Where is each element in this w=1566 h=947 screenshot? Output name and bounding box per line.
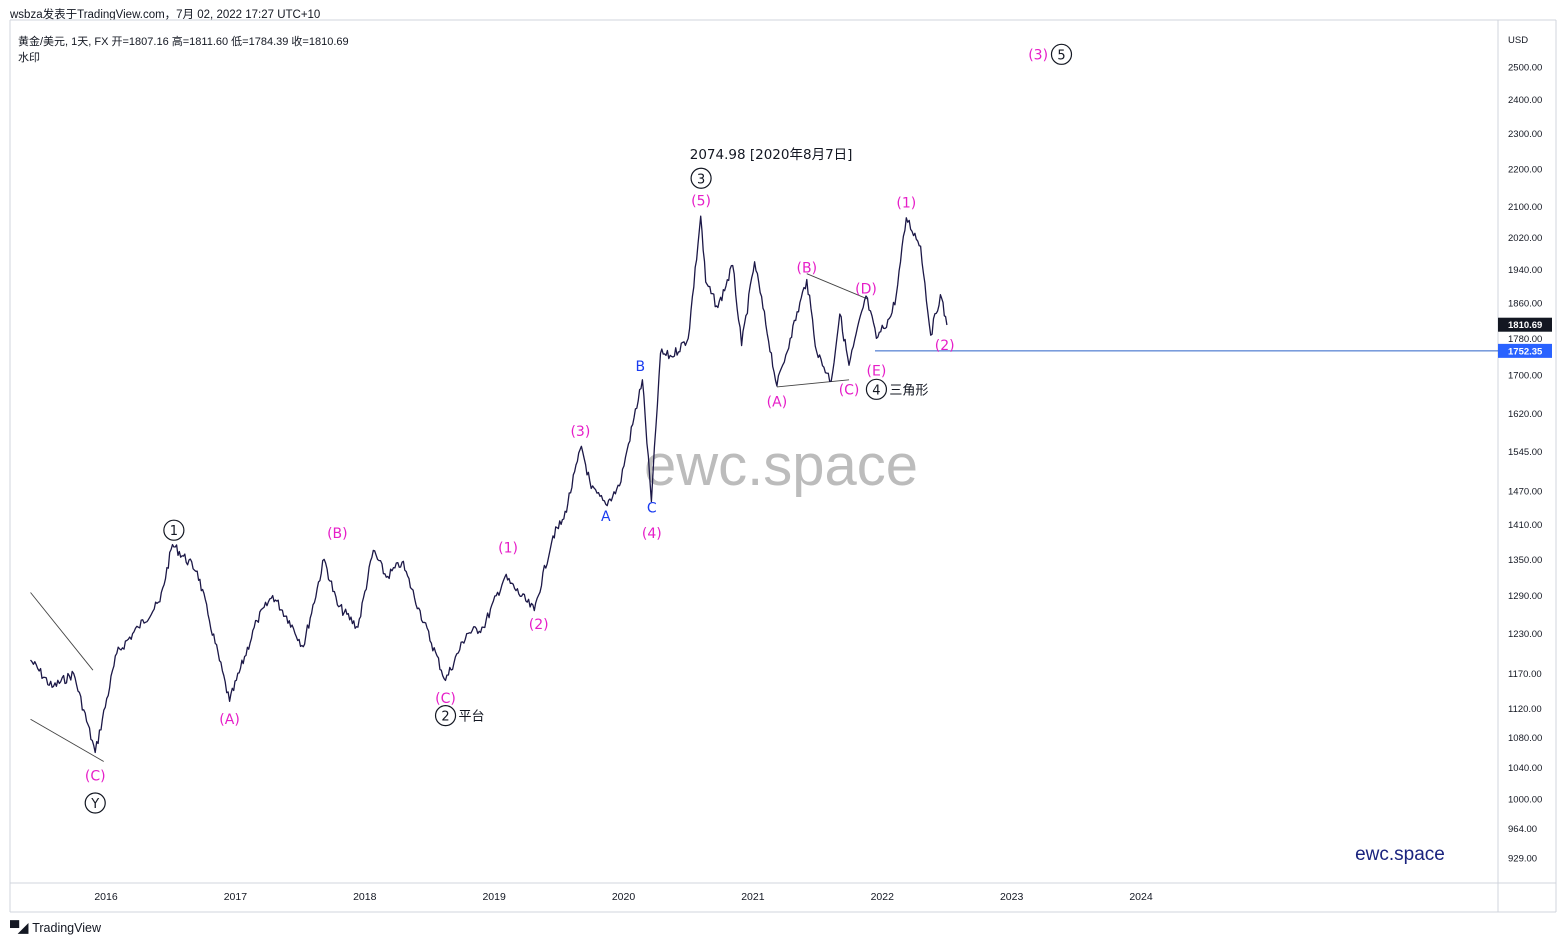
y-tick-label: 1410.00 — [1508, 520, 1542, 531]
wave-label: A — [601, 509, 611, 525]
triangle-lower-line — [776, 379, 850, 388]
wave-label: (3) — [570, 424, 590, 440]
x-tick-label: 2021 — [741, 891, 765, 903]
y-tick-label: 1000.00 — [1508, 795, 1542, 806]
wave-label: (C) — [85, 768, 106, 784]
wave-circle-marker — [84, 792, 106, 814]
x-tick-label: 2016 — [94, 891, 118, 903]
wave-label: (D) — [855, 281, 877, 297]
y-tick-label: 1700.00 — [1508, 371, 1542, 382]
y-tick-label: 2300.00 — [1508, 129, 1542, 140]
y-tick-label: 1040.00 — [1508, 763, 1542, 774]
wave-circle-label: 4 — [872, 383, 880, 398]
wave-label: (C) — [435, 691, 456, 707]
center-watermark: ewc.space — [644, 433, 918, 498]
x-tick-label: 2019 — [482, 891, 506, 903]
wave-label: (5) — [691, 194, 711, 210]
center-watermark-group: ewc.space ewc.space — [644, 433, 1445, 865]
y-axis: USD 2500.00 2400.00 2300.00 2200.00 2100.00 20… — [1498, 35, 1552, 864]
y-tick-label: 1350.00 — [1508, 555, 1542, 566]
x-tick-label: 2018 — [353, 891, 377, 903]
y-tick-label: 1780.00 — [1508, 334, 1542, 345]
wave-circle-label: 2 — [441, 710, 449, 725]
wave-circle-label: 5 — [1057, 48, 1065, 63]
symbol-ohlc[interactable]: 黄金/美元, 1天, FX 开=1807.16 高=1811.60 低=1784… — [18, 36, 349, 48]
y-tick-label: 1545.00 — [1508, 447, 1542, 458]
peak-price-label: 2074.98 [2020年8月7日] — [690, 147, 853, 163]
last-price-label: 1810.69 — [1508, 320, 1542, 331]
x-tick-label: 2023 — [1000, 891, 1024, 903]
publish-info: wsbza发表于TradingView.com，7月 02, 2022 17:2… — [10, 9, 321, 21]
wave-label: (2) — [935, 338, 955, 354]
wave-channel-lower — [30, 718, 104, 762]
x-tick-label: 2020 — [612, 891, 636, 903]
y-tick-label: 2500.00 — [1508, 63, 1542, 74]
wave-label: B — [636, 359, 646, 375]
wave-label: (1) — [498, 541, 518, 557]
y-tick-label: 1860.00 — [1508, 299, 1542, 310]
wave-label: (A) — [219, 712, 240, 728]
wave-channel-lines — [30, 273, 868, 762]
wave-label: (A) — [767, 394, 788, 410]
wave-label: (C) — [839, 382, 860, 398]
triangle-upper-line — [806, 273, 868, 300]
y-tick-label: 2020.00 — [1508, 233, 1542, 244]
y-tick-label: 1080.00 — [1508, 733, 1542, 744]
price-series-group — [30, 215, 948, 754]
wave-label: (B) — [327, 526, 348, 542]
wave-circle-label: Y — [90, 797, 99, 812]
x-axis: 2016 2017 2018 2019 2020 2021 2022 2023 2024 — [94, 891, 1153, 903]
wave-pattern-label: 三角形 — [889, 383, 928, 398]
wave-pattern-label: 平台 — [459, 710, 485, 725]
wave-label: (1) — [896, 195, 916, 211]
y-tick-label: 2200.00 — [1508, 165, 1542, 176]
wave-annotations: (C) Y 1 (A) (B) (C) 2 平台 (1) (2) (3) A B C (4) (5) 3 (A) (… — [84, 43, 1073, 814]
hline-price-tag — [1498, 343, 1552, 358]
chart-frame — [9, 19, 1557, 913]
y-tick-label: 1290.00 — [1508, 591, 1542, 602]
footer-brand[interactable]: ▀◢ TradingView — [10, 920, 101, 936]
wave-circle-label: 3 — [697, 172, 705, 187]
y-tick-label: 929.00 — [1508, 853, 1537, 864]
y-tick-label: 2100.00 — [1508, 202, 1542, 213]
footer-brand-label: TradingView — [32, 921, 102, 935]
wave-label: C — [647, 501, 657, 517]
watermark-label: 水印 — [18, 52, 40, 64]
wave-label: (3) — [1028, 47, 1048, 63]
wave-channel-upper — [30, 592, 94, 671]
y-tick-label: 1940.00 — [1508, 265, 1542, 276]
wave-circle-marker — [865, 378, 888, 400]
x-tick-label: 2024 — [1129, 891, 1153, 903]
y-axis-unit: USD — [1508, 35, 1528, 46]
wave-label: (2) — [529, 617, 549, 633]
wave-circle-marker — [434, 705, 457, 727]
wave-circle-label: 1 — [170, 524, 178, 539]
gold-usd-price-line — [30, 215, 948, 754]
y-tick-label: 2400.00 — [1508, 95, 1542, 106]
y-tick-label: 964.00 — [1508, 824, 1537, 835]
bottom-watermark: ewc.space — [1355, 844, 1445, 865]
tradingview-logo-icon: ▀◢ — [10, 920, 28, 935]
hline-price-label: 1752.35 — [1508, 346, 1543, 357]
wave-label: (4) — [642, 526, 662, 542]
symbol-legend: 黄金/美元, 1天, FX 开=1807.16 高=1811.60 低=1784… — [18, 34, 349, 66]
x-tick-label: 2022 — [871, 891, 895, 903]
wave-circle-marker — [1050, 43, 1073, 65]
y-tick-label: 1120.00 — [1508, 704, 1542, 715]
wave-circle-marker — [163, 519, 185, 541]
wave-circle-marker — [690, 167, 712, 189]
last-price-tag — [1498, 317, 1552, 332]
y-tick-label: 1230.00 — [1508, 629, 1542, 640]
y-tick-label: 1470.00 — [1508, 487, 1542, 498]
wave-label: (E) — [867, 363, 887, 379]
x-tick-label: 2017 — [224, 891, 248, 903]
y-tick-label: 1170.00 — [1508, 669, 1542, 680]
wave-label: (B) — [797, 261, 818, 277]
y-tick-label: 1620.00 — [1508, 409, 1542, 420]
